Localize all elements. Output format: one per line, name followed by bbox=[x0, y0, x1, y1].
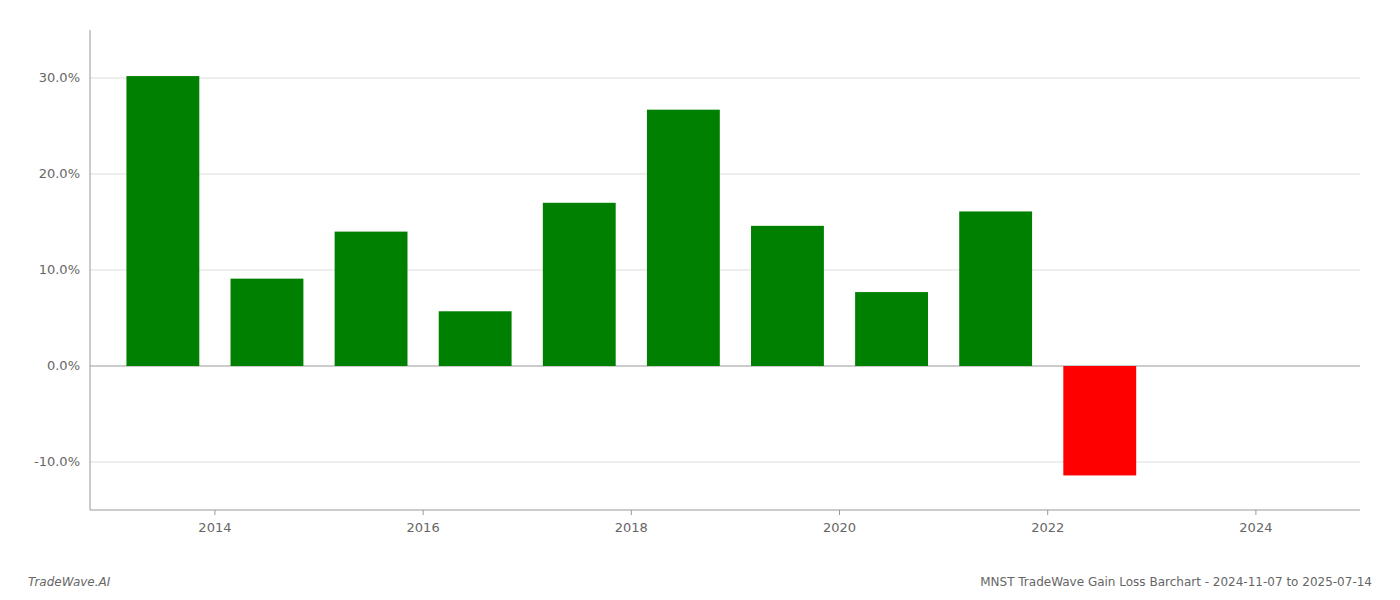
x-tick bbox=[631, 510, 632, 515]
bars bbox=[126, 76, 1136, 475]
y-tick-label: 0.0% bbox=[47, 358, 80, 373]
x-tick bbox=[1255, 510, 1256, 515]
grid-line bbox=[90, 174, 1360, 175]
y-tick-label: 10.0% bbox=[39, 262, 80, 277]
x-tick bbox=[423, 510, 424, 515]
x-tick-label: 2020 bbox=[823, 520, 856, 535]
chart-svg: -10.0% 0.0% 10.0% 20.0% 30.0% 2014 2016 2018 202… bbox=[0, 0, 1400, 600]
bar bbox=[126, 76, 199, 366]
footer-left: TradeWave.AI bbox=[28, 575, 111, 589]
x-axis-line bbox=[90, 510, 1360, 511]
x-tick-label: 2022 bbox=[1031, 520, 1064, 535]
bar bbox=[231, 279, 304, 366]
x-tick bbox=[1047, 510, 1048, 515]
y-tick-label: 20.0% bbox=[39, 166, 80, 181]
bar bbox=[335, 232, 408, 366]
x-tick bbox=[214, 510, 215, 515]
grid-line bbox=[90, 78, 1360, 79]
bar bbox=[1063, 366, 1136, 475]
x-tick-label: 2018 bbox=[615, 520, 648, 535]
y-tick-label: -10.0% bbox=[34, 454, 80, 469]
y-axis-line bbox=[90, 30, 91, 510]
footer-right: MNST TradeWave Gain Loss Barchart - 2024… bbox=[980, 575, 1372, 589]
y-grid bbox=[90, 78, 1360, 462]
bar bbox=[751, 226, 824, 366]
bar bbox=[439, 311, 512, 366]
chart-container: -10.0% 0.0% 10.0% 20.0% 30.0% 2014 2016 2018 202… bbox=[0, 0, 1400, 600]
x-tick-label: 2014 bbox=[198, 520, 231, 535]
x-tick-label: 2016 bbox=[407, 520, 440, 535]
y-tick-label: 30.0% bbox=[39, 70, 80, 85]
grid-line bbox=[90, 270, 1360, 271]
bar bbox=[647, 110, 720, 366]
x-tick bbox=[839, 510, 840, 515]
x-tick-label: 2024 bbox=[1239, 520, 1272, 535]
bar bbox=[855, 292, 928, 366]
bar bbox=[543, 203, 616, 366]
bar bbox=[959, 211, 1032, 366]
grid-line bbox=[90, 462, 1360, 463]
